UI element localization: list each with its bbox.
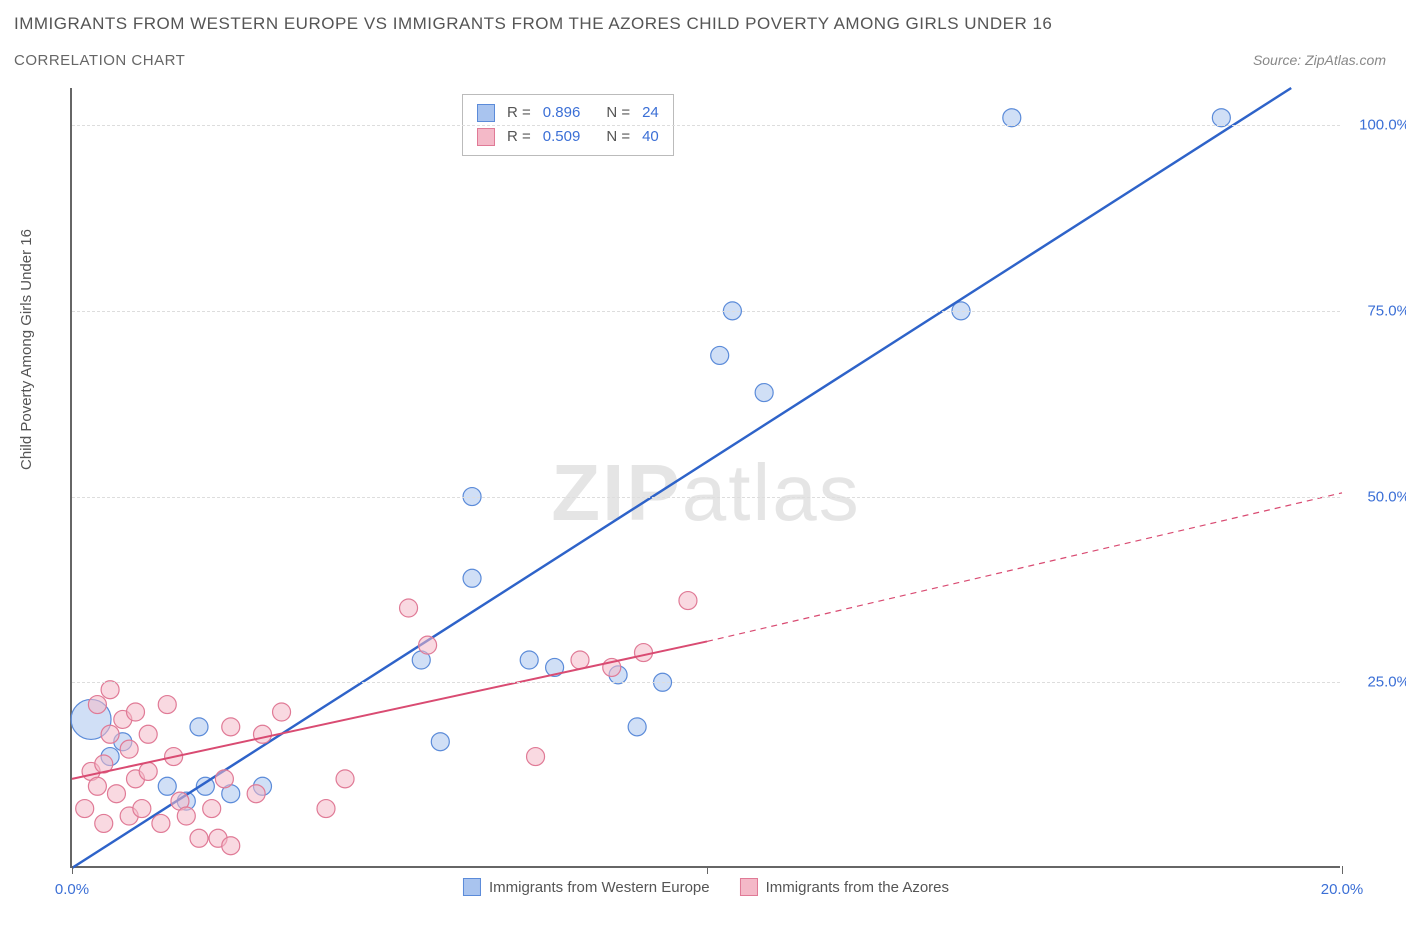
data-point (139, 762, 157, 780)
legend-label: Immigrants from Western Europe (489, 879, 710, 896)
data-point (400, 599, 418, 617)
data-point (215, 770, 233, 788)
data-point (419, 636, 437, 654)
data-point (152, 814, 170, 832)
data-point (127, 703, 145, 721)
y-tick-label: 50.0% (1367, 488, 1406, 505)
data-point (635, 644, 653, 662)
data-point (222, 837, 240, 855)
r-value: 0.509 (543, 125, 581, 149)
data-point (254, 725, 272, 743)
corr-legend-row: R = 0.896 N = 24 (477, 101, 659, 125)
gridline (72, 125, 1340, 126)
data-point (1212, 109, 1230, 127)
n-value: 40 (642, 125, 659, 149)
legend-swatch (477, 128, 495, 146)
gridline (72, 497, 1340, 498)
source-attribution: Source: ZipAtlas.com (1253, 52, 1386, 68)
data-point (101, 681, 119, 699)
data-point (273, 703, 291, 721)
data-point (222, 718, 240, 736)
legend-swatch (463, 878, 481, 896)
r-label: R = (507, 125, 531, 149)
trend-line (72, 88, 1291, 868)
data-point (158, 777, 176, 795)
data-point (203, 800, 221, 818)
legend-item: Immigrants from the Azores (740, 878, 949, 896)
data-point (120, 740, 138, 758)
x-tick-label: 0.0% (55, 881, 89, 898)
data-point (431, 733, 449, 751)
data-point (317, 800, 335, 818)
data-point (76, 800, 94, 818)
data-point (336, 770, 354, 788)
data-point (101, 725, 119, 743)
legend-swatch (477, 104, 495, 122)
bottom-legend: Immigrants from Western Europe Immigrant… (463, 878, 949, 896)
chart-title: IMMIGRANTS FROM WESTERN EUROPE VS IMMIGR… (14, 14, 1052, 34)
y-axis-label: Child Poverty Among Girls Under 16 (18, 229, 35, 470)
n-label: N = (606, 101, 630, 125)
data-point (107, 785, 125, 803)
data-point (520, 651, 538, 669)
chart-subtitle: CORRELATION CHART (14, 52, 185, 69)
data-point (133, 800, 151, 818)
r-value: 0.896 (543, 101, 581, 125)
data-point (1003, 109, 1021, 127)
trend-line-extension (707, 493, 1342, 642)
n-label: N = (606, 125, 630, 149)
data-point (177, 807, 195, 825)
data-point (463, 569, 481, 587)
data-point (755, 384, 773, 402)
chart-plot-area: ZIPatlas R = 0.896 N = 24 R = 0.509 N = … (70, 88, 1340, 868)
y-tick-label: 100.0% (1359, 117, 1406, 134)
data-point (158, 696, 176, 714)
data-point (190, 829, 208, 847)
gridline (72, 311, 1340, 312)
gridline (72, 682, 1340, 683)
data-point (628, 718, 646, 736)
r-label: R = (507, 101, 531, 125)
y-tick-label: 25.0% (1367, 674, 1406, 691)
x-tick-mark (707, 866, 708, 874)
data-point (711, 346, 729, 364)
x-tick-mark (72, 866, 73, 874)
legend-item: Immigrants from Western Europe (463, 878, 710, 896)
data-point (247, 785, 265, 803)
data-point (95, 814, 113, 832)
legend-swatch (740, 878, 758, 896)
legend-label: Immigrants from the Azores (766, 879, 949, 896)
data-point (88, 777, 106, 795)
scatter-plot-svg (72, 88, 1340, 866)
n-value: 24 (642, 101, 659, 125)
data-point (527, 748, 545, 766)
data-point (679, 592, 697, 610)
x-tick-label: 20.0% (1321, 881, 1364, 898)
corr-legend-row: R = 0.509 N = 40 (477, 125, 659, 149)
data-point (571, 651, 589, 669)
data-point (139, 725, 157, 743)
x-tick-mark (1342, 866, 1343, 874)
data-point (190, 718, 208, 736)
data-point (88, 696, 106, 714)
y-tick-label: 75.0% (1367, 302, 1406, 319)
